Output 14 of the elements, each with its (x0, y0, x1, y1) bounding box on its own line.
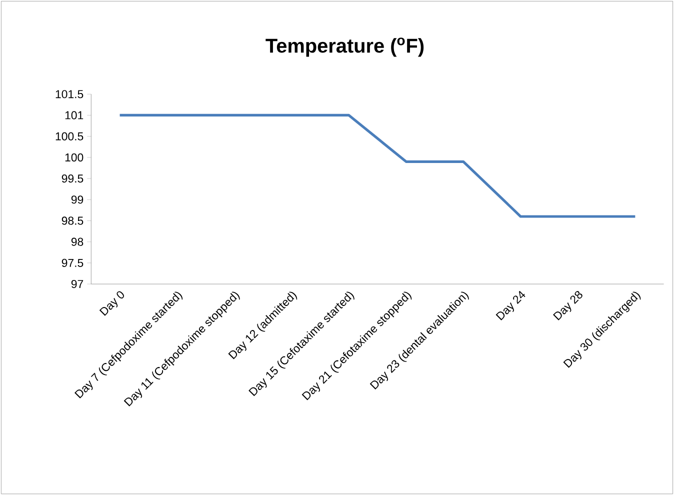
x-tick-label: Day 28 (553, 291, 582, 320)
y-tick-label: 99.5 (62, 174, 84, 183)
y-tick-label: 101.5 (56, 90, 84, 98)
y-tick-label: 98 (71, 238, 84, 246)
y-tick-label: 100 (65, 153, 84, 162)
y-tick-label: 100.5 (56, 132, 84, 140)
y-tick-label: 97.5 (62, 258, 84, 267)
y-tick-label: 97 (71, 280, 84, 288)
chart-title: Temperature ($^{o}$F) (266, 38, 424, 57)
y-tick-label: 98.5 (62, 216, 84, 225)
x-tick-label: Day 0 (99, 291, 124, 316)
y-tick-label: 101 (65, 111, 84, 120)
x-tick-label: Day 24 (496, 290, 526, 320)
y-tick-label: 99 (71, 196, 84, 204)
